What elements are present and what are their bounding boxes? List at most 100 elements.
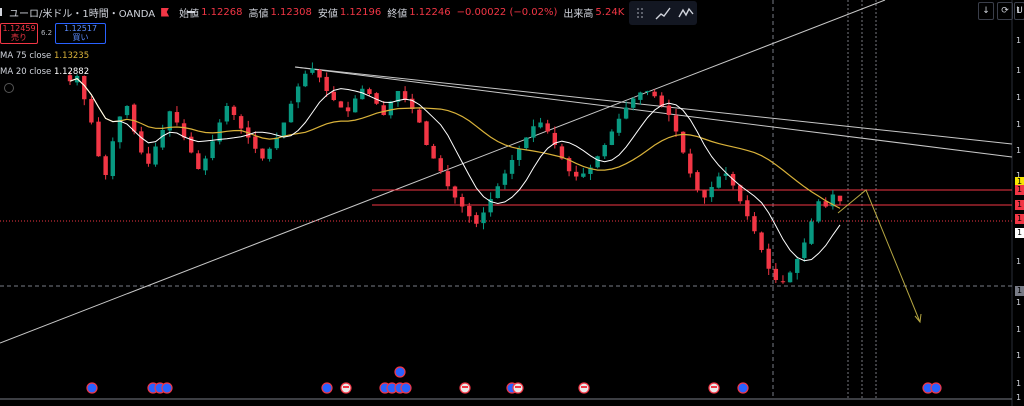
candle-body [702,190,707,198]
event-icon[interactable] [708,382,720,394]
candle-body [203,158,208,171]
pen-trend-icon[interactable] [655,5,671,21]
candle-body [809,221,814,244]
minus-icon[interactable] [187,10,195,14]
price-tick-label: 1 [1016,93,1022,102]
tradingview-icon [0,8,8,16]
u-label: U [1016,6,1023,16]
high-value: 1.12308 [270,6,312,18]
candle-body [723,173,729,176]
candle-body [538,122,543,128]
candle-body [552,132,558,145]
drawing-toolbar [629,1,697,25]
event-icon[interactable] [512,382,524,394]
ma75-legend[interactable]: MA 75 close 1.13235 [0,51,89,61]
candle-body [224,106,230,122]
candle-body [267,148,272,159]
candle-body [174,112,180,123]
ma75-label: MA 75 close [0,51,52,61]
candle-body [231,106,237,115]
candle-body [516,148,522,160]
price-tick-label: 1 [1016,171,1022,180]
candle-body [274,137,279,149]
candle-body [253,136,258,149]
candle-body [495,186,500,199]
candle-body [160,130,165,148]
candle-body [260,148,265,159]
candle-body [766,248,771,269]
collapse-legend-icon[interactable] [4,83,14,93]
event-icon[interactable] [578,382,590,394]
candle-body [673,115,679,132]
candle-body [574,171,579,177]
low-value: 1.12196 [339,6,382,18]
candle-body [424,121,429,145]
flag-stripe [343,386,349,388]
event-circle [86,382,98,394]
event-icon[interactable] [400,382,412,394]
u-button[interactable]: U [1014,2,1024,20]
flag-stripe [711,386,717,388]
price-tick-label: 1 [1016,257,1022,266]
candle-body [395,91,401,102]
candle-body [837,195,843,202]
candle-body [652,91,657,97]
chart-header: ユーロ/米ドル・1時間・OANDA 始値 1.12268 高値 1.12308 安値… [0,4,630,20]
buy-button[interactable]: 1.12517 買い [55,23,106,44]
ma75-value: 1.13235 [53,51,90,61]
flag-icon[interactable] [161,7,170,17]
candle-body [823,201,828,207]
price-tick-label: 1 [1016,325,1022,334]
candle-body [124,106,130,116]
drag-handle-icon[interactable] [632,5,648,21]
candle-body [638,92,643,100]
event-circle [400,382,412,394]
candle-body [310,68,315,73]
price-tag: 1 [1015,286,1024,296]
projection-arrowhead [914,313,922,324]
candle-body [131,104,137,132]
pattern-icon[interactable] [678,5,694,21]
candle-body [616,118,622,133]
candle-body [146,153,151,164]
sell-button[interactable]: 1.12459 売り [0,23,38,44]
candle-body [324,76,329,91]
flag-stripe [462,386,468,388]
price-tag: 1 [1015,228,1024,238]
flag-stripe [515,386,521,388]
event-icon[interactable] [930,382,942,394]
candle-body [96,121,101,157]
scroll-down-button[interactable]: ↓ [978,2,994,20]
event-circle [394,366,406,378]
event-icon[interactable] [86,382,98,394]
event-icon[interactable] [340,382,352,394]
candle-body [545,123,550,132]
candle-body [816,201,821,222]
candle-body [588,167,593,174]
economic-events[interactable] [86,366,942,394]
close-label: 終値 [387,8,408,20]
low-label: 安値 [317,8,338,20]
candle-body [431,145,436,159]
event-icon[interactable] [161,382,173,394]
candle-body [695,172,700,190]
candle-body [139,131,144,153]
ma20-legend[interactable]: MA 20 close 1.12882 [0,67,89,77]
symbol-title[interactable]: ユーロ/米ドル・1時間・OANDA [9,8,156,20]
event-icon[interactable] [459,382,471,394]
candle-body [566,158,572,172]
resistance-trendline-upper [294,66,1013,145]
sync-button[interactable]: ⟳ [997,2,1013,20]
candle-body [360,88,365,100]
event-icon[interactable] [321,382,333,394]
candle-body [688,153,693,174]
candle-body [474,215,479,224]
candle-body [645,91,650,92]
buy-label: 買い [72,33,89,42]
candle-body [773,268,779,280]
drawings[interactable] [0,0,1013,344]
candle-body [189,136,194,153]
ma20-line [69,78,841,262]
event-icon[interactable] [737,382,749,394]
